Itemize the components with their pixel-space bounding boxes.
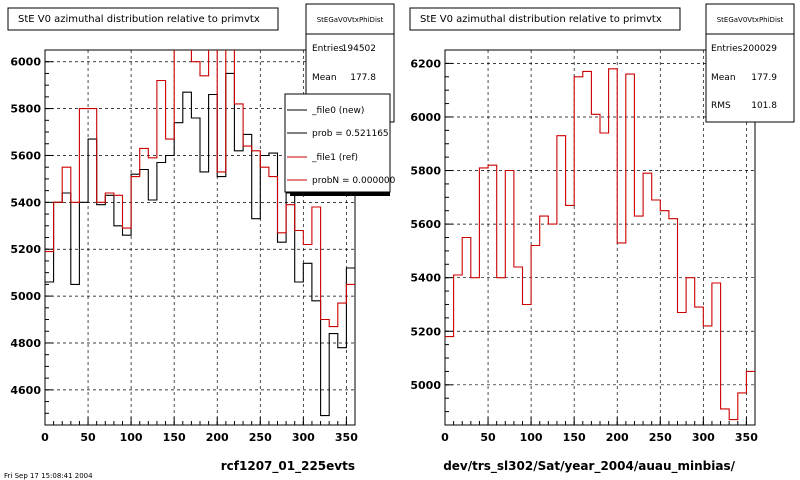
right-series-group (445, 68, 755, 421)
left-title: StE V0 azimuthal distribution relative t… (18, 14, 260, 25)
y-tick-label: 5200 (410, 325, 441, 338)
legend-label-file0: _file0 (new) (311, 106, 364, 116)
x-tick-label: 100 (520, 431, 543, 444)
histogram-series-1 (45, 50, 355, 328)
y-tick-label: 4800 (10, 337, 41, 350)
x-tick-label: 250 (249, 431, 272, 444)
left-stats-name: StEGaV0VtxPhiDist (317, 16, 384, 24)
legend-label-probN: probN = 0.000000 (312, 176, 396, 186)
right-chart-panel: 0 50 100 150 200 250 300 350 5000 5200 5400 5600 580… (409, 3, 795, 474)
legend-label-file1: _file1 (ref) (311, 153, 358, 163)
left-stats-label-mean: Mean (312, 73, 337, 83)
y-tick-label: 5600 (410, 218, 441, 231)
right-stats-value-rms: 101.8 (751, 101, 777, 111)
left-x-axis-label: rcf1207_01_225evts (221, 459, 355, 474)
y-tick-label: 5400 (410, 272, 441, 285)
left-ticks: 0 50 100 150 200 250 300 350 4600 4800 5000 5200 540… (10, 49, 358, 444)
x-tick-label: 50 (80, 431, 96, 444)
right-stats-box: StEGaV0VtxPhiDist Entries 200029 Mean 17… (705, 3, 795, 123)
x-tick-label: 150 (563, 431, 586, 444)
right-x-axis-label: dev/trs_sl302/Sat/year_2004/auau_minbias… (443, 459, 735, 474)
y-tick-label: 5800 (10, 103, 41, 116)
x-tick-label: 250 (649, 431, 672, 444)
left-stats-label-entries: Entries (312, 44, 344, 54)
x-tick-label: 200 (606, 431, 629, 444)
left-stats-value-entries: 194502 (342, 44, 376, 54)
x-tick-label: 0 (441, 431, 449, 444)
x-tick-label: 350 (335, 431, 358, 444)
y-tick-label: 5400 (10, 196, 41, 209)
footer-timestamp: Fri Sep 17 15:08:41 2004 (4, 472, 93, 480)
x-tick-label: 50 (480, 431, 496, 444)
right-stats-name: StEGaV0VtxPhiDist (717, 16, 784, 24)
right-ticks: 0 50 100 150 200 250 300 350 5000 5200 5400 5600 580… (410, 49, 758, 444)
left-legend: _file0 (new) prob = 0.521165 _file1 (ref… (284, 93, 396, 196)
y-tick-label: 4600 (10, 384, 41, 397)
y-tick-label: 6000 (410, 111, 441, 124)
x-tick-label: 200 (206, 431, 229, 444)
right-stats-label-entries: Entries (711, 44, 743, 54)
x-tick-label: 350 (735, 431, 758, 444)
y-tick-label: 5000 (410, 379, 441, 392)
x-tick-label: 100 (120, 431, 143, 444)
right-title: StE V0 azimuthal distribution relative t… (420, 14, 662, 25)
right-stats-value-entries: 200029 (743, 44, 778, 54)
x-tick-label: 300 (292, 431, 315, 444)
y-tick-label: 5000 (10, 290, 41, 303)
y-tick-label: 5600 (10, 149, 41, 162)
x-tick-label: 300 (692, 431, 715, 444)
left-chart-panel: 0 50 100 150 200 250 300 350 4600 4800 5000 5200 540… (7, 3, 396, 474)
y-tick-label: 6200 (410, 57, 441, 70)
left-stats-value-mean: 177.8 (350, 73, 376, 83)
y-tick-label: 6000 (10, 56, 41, 69)
right-stats-label-rms: RMS (711, 101, 731, 111)
y-tick-label: 5800 (410, 165, 441, 178)
right-grid (445, 50, 755, 425)
histogram-series-0 (445, 68, 755, 421)
right-title-box (409, 7, 681, 31)
x-tick-label: 150 (163, 431, 186, 444)
legend-label-prob: prob = 0.521165 (312, 129, 389, 139)
right-stats-value-mean: 177.9 (751, 73, 777, 83)
x-tick-label: 0 (41, 431, 49, 444)
left-title-box (7, 7, 279, 31)
right-stats-label-mean: Mean (711, 73, 736, 83)
left-series-group (45, 50, 355, 417)
y-tick-label: 5200 (10, 243, 41, 256)
